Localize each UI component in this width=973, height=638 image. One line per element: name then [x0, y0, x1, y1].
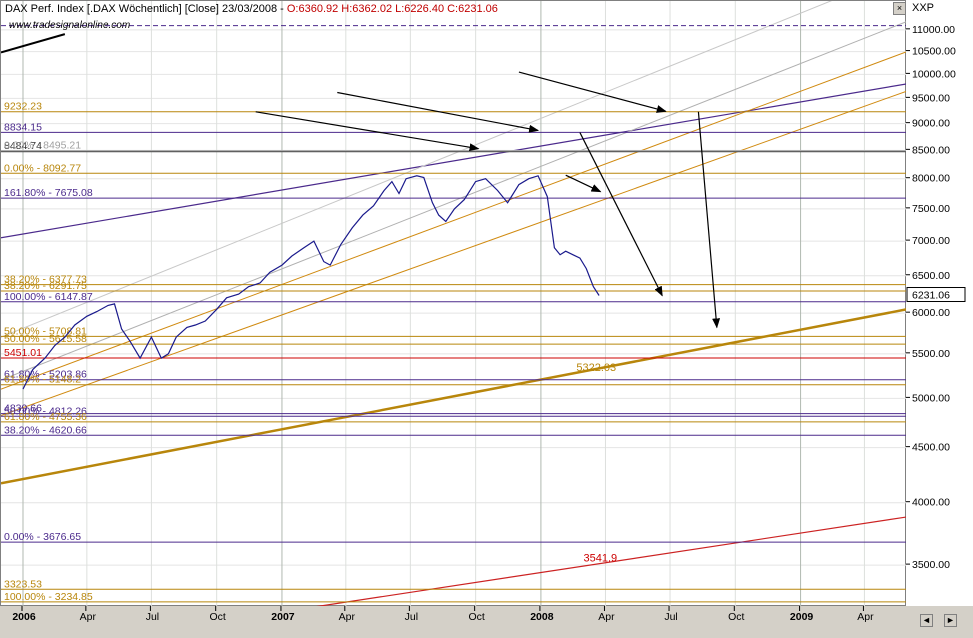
- x-tick-label: Apr: [339, 611, 356, 623]
- level-label: 8834.15: [4, 121, 42, 133]
- level-label: 8484.74: [4, 140, 42, 152]
- x-tick-label: 2008: [530, 611, 554, 623]
- level-label: 3323.53: [4, 578, 42, 590]
- level-label: 61.80% - 5203.86: [4, 369, 87, 381]
- close-icon[interactable]: ×: [893, 2, 906, 15]
- price-line: [22, 175, 600, 390]
- plot-area[interactable]: 8834.15 9232.23 8484.74 0.00% - 8495.21 0.00…: [0, 0, 907, 607]
- level-label: 0.00% - 8092.77: [4, 162, 81, 174]
- x-tick-label: Oct: [468, 611, 484, 623]
- annotation-label: 3541.9: [583, 553, 617, 565]
- level-label: 61.80% - 4755.36: [4, 411, 87, 423]
- chart-title: DAX Perf. Index [.DAX Wöchentlich] [Clos…: [5, 3, 278, 15]
- level-label: 38.20% - 4620.66: [4, 424, 87, 436]
- y-tick-label: 6500.00: [912, 270, 950, 282]
- level-label: 38.20% - 6291.75: [4, 280, 87, 292]
- level-label: 50.00% - 5708.81: [4, 325, 87, 337]
- level-label: 5451.01: [4, 347, 42, 359]
- x-axis[interactable]: 2006 Apr Jul Oct 2007 Apr Jul Oct 2008 Apr Jul Oct 2…: [0, 606, 906, 638]
- y-tick-label: 5000.00: [912, 392, 950, 404]
- x-tick-label: Oct: [210, 611, 226, 623]
- x-tick-label: Jul: [405, 611, 418, 623]
- level-label: 0.00% - 3676.65: [4, 531, 81, 543]
- y-tick-label: 9000.00: [912, 118, 950, 130]
- x-tick-label: Apr: [857, 611, 874, 623]
- y-tick-label: 4000.00: [912, 497, 950, 509]
- trend-line: [1, 308, 907, 485]
- level-label: 38.20% - 6377.73: [4, 274, 87, 286]
- annotation-label: 5322.03: [576, 362, 616, 374]
- projection-arrow: [337, 91, 540, 133]
- level-label: 61.80% - 5148.2: [4, 374, 81, 386]
- x-tick-label: Apr: [80, 611, 97, 623]
- x-tick-label: 2006: [12, 611, 36, 623]
- x-tick-label: 2007: [271, 611, 295, 623]
- level-label: 4839.66: [4, 403, 42, 415]
- y-tick-label: 7500.00: [912, 203, 950, 215]
- price-chart[interactable]: 8834.15 9232.23 8484.740.00% - 8495.21 0.00…: [1, 1, 907, 607]
- x-tick-label: Oct: [728, 611, 744, 623]
- y-tick-label: 8500.00: [912, 144, 950, 156]
- level-label: 100.00% - 6147.87: [4, 291, 93, 303]
- y-axis[interactable]: 3500.00 4000.00 4500.00 5000.00 5500.00 6000.…: [906, 0, 973, 606]
- y-tick-label: 10000.00: [912, 68, 956, 80]
- x-tick-label: 2009: [790, 611, 814, 623]
- last-value-box: [906, 287, 966, 303]
- projection-arrow: [518, 71, 667, 113]
- y-tick-label: 7000.00: [912, 235, 950, 247]
- y-tick-label: 5500.00: [912, 348, 950, 360]
- y-tick-label: 3500.00: [912, 559, 950, 571]
- y-tick-label: 8000.00: [912, 173, 950, 185]
- trend-line: [313, 516, 907, 607]
- projection-arrow: [697, 111, 721, 329]
- x-tick-label: Jul: [664, 611, 677, 623]
- y-tick-label: 10500.00: [912, 46, 956, 58]
- x-tick-label: Jul: [146, 611, 159, 623]
- x-tick-label: Apr: [598, 611, 615, 623]
- last-value-label: 6231.06: [912, 290, 950, 302]
- trend-line: [1, 33, 66, 54]
- chart-header: DAX Perf. Index [.DAX Wöchentlich] [Clos…: [5, 3, 498, 15]
- trend-line: [1, 90, 907, 416]
- scroll-right-icon[interactable]: ►: [944, 614, 957, 627]
- y-tick-label: 11000.00: [912, 24, 955, 36]
- trend-line: [1, 20, 907, 381]
- level-label: 0.00% - 8495.21: [4, 140, 81, 152]
- projection-arrow: [565, 174, 602, 193]
- trend-line: [1, 51, 907, 390]
- trend-line: [1, 83, 907, 239]
- level-label: 50.00% - 5615.58: [4, 333, 87, 345]
- projection-arrow: [579, 132, 663, 297]
- level-label: 9232.23: [4, 101, 42, 113]
- y-axis-title: XXP: [912, 2, 935, 14]
- watermark: www.tradesignalonline.com: [9, 20, 131, 31]
- scroll-left-icon[interactable]: ◄: [920, 614, 933, 627]
- y-tick-label: 9500.00: [912, 92, 950, 104]
- level-label: 161.80% - 7675.08: [4, 187, 93, 199]
- level-label: 50.00% - 4812.26: [4, 405, 87, 417]
- y-tick-label: 6000.00: [912, 307, 950, 319]
- projection-arrow: [255, 111, 480, 152]
- y-tick-label: 4500.00: [912, 442, 950, 454]
- level-label: 100.00% - 3234.85: [4, 591, 93, 603]
- ohlc-values: O:6360.92 H:6362.02 L:6226.40 C:6231.06: [286, 3, 498, 15]
- trend-line: [1, 1, 833, 338]
